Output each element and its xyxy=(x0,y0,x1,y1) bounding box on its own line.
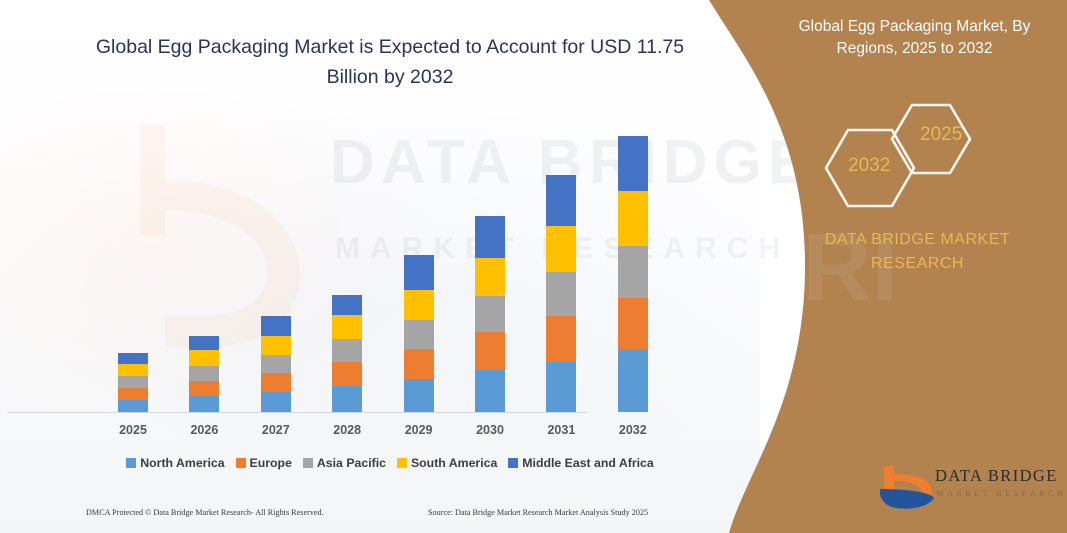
logo-wordmark: DATA BRIDGE xyxy=(935,466,1058,485)
bar-segment-middle-east-and-africa xyxy=(617,136,648,191)
x-axis-line xyxy=(7,412,587,413)
legend-swatch-icon xyxy=(396,458,407,468)
bar-segment-south-america xyxy=(475,258,505,296)
x-axis-label-2026: 2026 xyxy=(190,423,219,437)
bar-segment-north-america xyxy=(260,392,291,412)
bar-segment-south-america xyxy=(546,226,577,272)
bar-segment-asia-pacific xyxy=(475,296,505,332)
bar-segment-europe xyxy=(403,349,434,379)
bar-2027 xyxy=(260,316,291,412)
bar-segment-middle-east-and-africa xyxy=(118,353,148,364)
bar-2026 xyxy=(189,336,220,412)
footer-source: Source: Data Bridge Market Research Mark… xyxy=(428,508,649,517)
hexagon-2032-label: 2032 xyxy=(848,155,891,176)
watermark-logo-icon xyxy=(140,125,300,347)
bar-segment-asia-pacific xyxy=(189,366,220,381)
hexagon-group: 2025 2032 xyxy=(820,95,1020,225)
bar-segment-south-america xyxy=(403,290,434,320)
legend-item-south-america[interactable]: South America xyxy=(396,456,498,470)
page-title: Global Egg Packaging Market is Expected … xyxy=(95,36,685,88)
bar-2029 xyxy=(403,255,434,412)
panel-title: Global Egg Packaging Market, By Regions,… xyxy=(798,18,1031,58)
bar-2032 xyxy=(617,136,648,412)
bar-segment-asia-pacific xyxy=(617,246,648,298)
legend-swatch-icon xyxy=(508,458,519,468)
legend-swatch-icon xyxy=(126,458,137,468)
legend-label: Middle East and Africa xyxy=(522,456,654,470)
x-axis-label-2032: 2032 xyxy=(618,423,647,437)
footer-copyright: DMCA Protected © Data Bridge Market Rese… xyxy=(86,508,324,517)
bar-segment-europe xyxy=(118,388,148,400)
bar-segment-middle-east-and-africa xyxy=(475,216,505,258)
stacked-bar-chart xyxy=(90,120,690,420)
bar-segment-middle-east-and-africa xyxy=(260,316,291,336)
legend-label: South America xyxy=(410,456,498,470)
bar-segment-asia-pacific xyxy=(546,272,577,316)
logo-tagline: MARKET RESEARCH xyxy=(936,488,1067,498)
hexagon-shapes-icon xyxy=(824,103,972,208)
legend-label: Europe xyxy=(249,456,292,470)
legend-item-europe[interactable]: Europe xyxy=(235,456,292,470)
bar-segment-asia-pacific xyxy=(260,355,291,373)
bar-segment-north-america xyxy=(189,396,220,412)
bar-segment-europe xyxy=(475,332,505,370)
bar-segment-south-america xyxy=(118,364,148,376)
x-axis-label-2031: 2031 xyxy=(547,423,576,437)
bar-segment-europe xyxy=(332,362,363,386)
brand-panel: RI xyxy=(709,0,1067,533)
legend-item-middle-east-and-africa[interactable]: Middle East and Africa xyxy=(508,456,654,470)
bar-segment-europe xyxy=(617,298,648,350)
bar-2031 xyxy=(546,175,577,412)
bar-segment-north-america xyxy=(546,362,577,412)
svg-text:RI: RI xyxy=(802,214,898,321)
chart-plot-area xyxy=(90,120,690,412)
bar-2030 xyxy=(475,216,505,412)
x-axis-labels: 2025 2026 2027 2028 2029 2030 2031 2032 xyxy=(90,423,690,443)
bar-segment-north-america xyxy=(118,400,148,412)
x-axis-label-2027: 2027 xyxy=(261,423,290,437)
x-axis-label-2025: 2025 xyxy=(119,423,147,437)
data-bridge-logo-icon xyxy=(879,466,934,509)
bar-segment-asia-pacific xyxy=(332,339,363,362)
brand-name: DATA BRIDGE MARKET RESEARCH xyxy=(824,231,1011,272)
legend-swatch-icon xyxy=(235,458,246,468)
legend-item-north-america[interactable]: North America xyxy=(126,456,225,470)
bar-segment-europe xyxy=(260,373,291,392)
bar-segment-middle-east-and-africa xyxy=(546,175,577,226)
bar-segment-south-america xyxy=(332,315,363,339)
chart-legend: North America Europe Asia Pacific South Ame… xyxy=(90,456,690,470)
bar-segment-north-america xyxy=(332,386,363,412)
bar-segment-asia-pacific xyxy=(118,376,148,388)
legend-item-asia-pacific[interactable]: Asia Pacific xyxy=(302,456,386,470)
x-axis-label-2030: 2030 xyxy=(476,423,504,437)
bar-segment-south-america xyxy=(617,191,648,246)
legend-label: Asia Pacific xyxy=(316,456,386,470)
bar-segment-north-america xyxy=(475,370,505,412)
legend-swatch-icon xyxy=(302,458,313,468)
bar-segment-europe xyxy=(189,381,220,396)
bar-2028 xyxy=(332,295,363,412)
legend-label: North America xyxy=(140,456,225,470)
hexagon-2032-shape xyxy=(824,128,916,208)
bar-segment-middle-east-and-africa xyxy=(189,336,220,350)
bar-segment-middle-east-and-africa xyxy=(403,255,434,290)
hexagon-2025-shape xyxy=(890,103,972,175)
bar-segment-asia-pacific xyxy=(403,320,434,349)
bar-segment-south-america xyxy=(189,350,220,366)
bar-segment-middle-east-and-africa xyxy=(332,295,363,315)
bar-segment-north-america xyxy=(617,350,648,412)
bar-segment-north-america xyxy=(403,379,434,412)
hexagon-2025-label: 2025 xyxy=(920,124,963,145)
x-axis-label-2029: 2029 xyxy=(404,423,433,437)
x-axis-label-2028: 2028 xyxy=(333,423,362,437)
bar-segment-europe xyxy=(546,316,577,362)
bar-segment-south-america xyxy=(260,336,291,355)
bar-2025 xyxy=(118,353,148,412)
